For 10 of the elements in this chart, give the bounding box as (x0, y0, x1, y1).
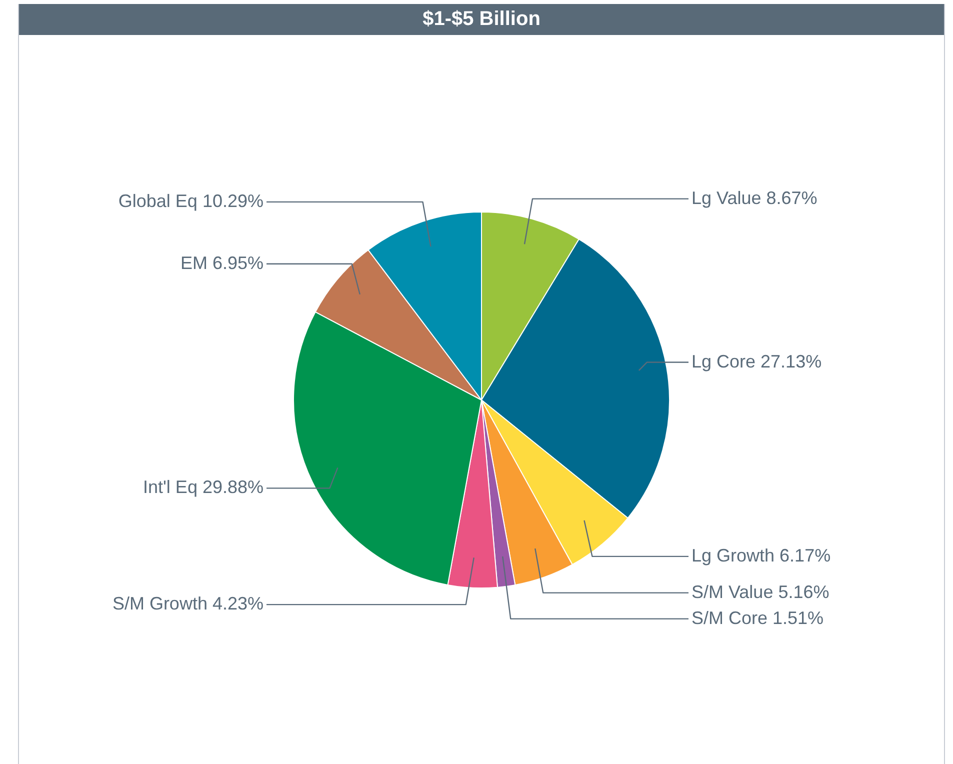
slice-label: EM 6.95% (180, 252, 264, 273)
slice-label: S/M Value 5.16% (692, 582, 830, 602)
slice-label: S/M Core 1.51% (692, 608, 824, 628)
chart-title: $1-$5 Billion (19, 4, 944, 35)
slice-label: Int'l Eq 29.88% (142, 477, 264, 498)
slice-label: S/M Growth 4.23% (112, 594, 264, 614)
slice-label: Lg Growth 6.17% (692, 545, 831, 566)
slice-label: Lg Core 27.13% (692, 351, 822, 372)
slice-label: Lg Value 8.67% (692, 188, 818, 208)
slice-label: Global Eq 10.29% (118, 190, 264, 211)
